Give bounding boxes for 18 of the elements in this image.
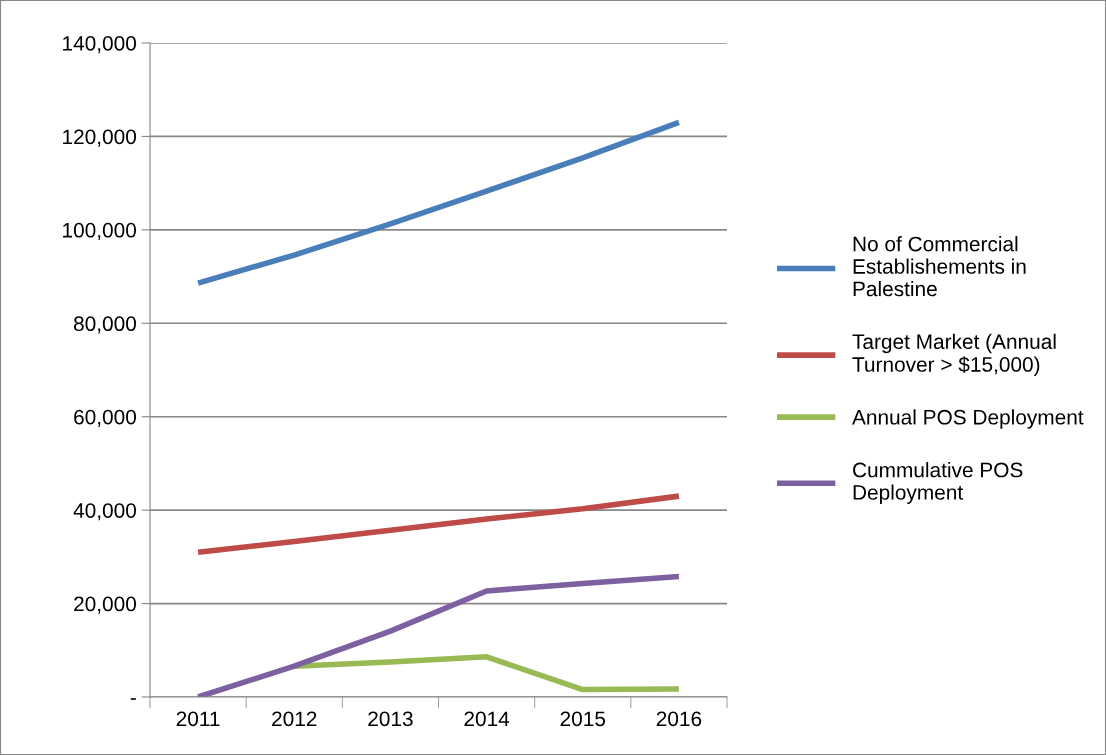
- x-tick-label: 2011: [176, 711, 220, 727]
- y-tick-label: 100,000: [63, 222, 136, 241]
- y-tick-label: 40,000: [73, 503, 136, 521]
- x-tick-label: 2014: [464, 711, 510, 727]
- x-tick-label: 2013: [368, 711, 413, 727]
- legend-label: Cummulative POS Deployment: [853, 462, 1023, 504]
- y-tick-label: 80,000: [74, 316, 136, 334]
- y-tick-label: -: [130, 698, 136, 700]
- x-tick-label: 2015: [560, 711, 606, 727]
- y-tick-label: 60,000: [74, 409, 136, 427]
- legend-label: No of Commercial Establishements in Palestine: [853, 236, 1026, 297]
- x-tick-label: 2016: [656, 711, 702, 727]
- y-tick-label: 120,000: [63, 129, 136, 147]
- y-tick-label: 140,000: [63, 36, 136, 54]
- legend-label: Target Market (Annual Turnover > $15,000): [852, 333, 1056, 376]
- legend-label: Annual POS Deployment: [852, 409, 1084, 429]
- x-tick-label: 2012: [272, 711, 317, 727]
- y-tick-label: 20,000: [74, 596, 136, 614]
